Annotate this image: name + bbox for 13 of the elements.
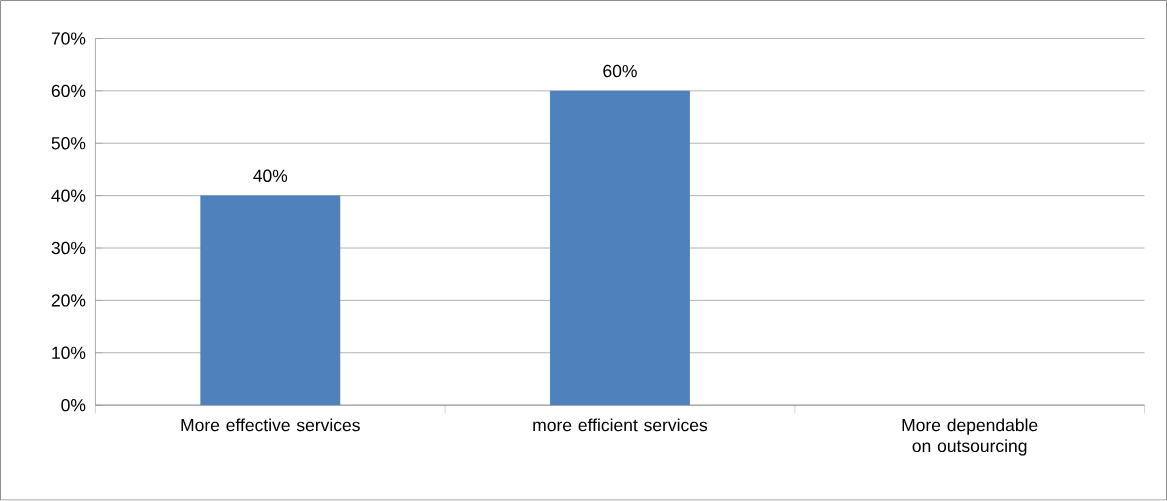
x-tick-label: More effective services xyxy=(181,418,360,432)
data-label: 60% xyxy=(603,65,637,78)
y-tick-label: 40% xyxy=(51,189,86,203)
data-label: 40% xyxy=(253,169,288,183)
x-tick-label: More dependable on outsourcing xyxy=(902,418,1038,456)
y-tick-label: 0% xyxy=(61,399,86,412)
y-tick-label: 20% xyxy=(51,294,86,307)
y-tick-label: 60% xyxy=(51,84,86,98)
y-tick-label: 10% xyxy=(52,346,86,360)
y-tick-label: 30% xyxy=(51,242,86,255)
x-tick-label: more efficient services xyxy=(533,418,708,432)
y-tick-label: 50% xyxy=(51,137,86,150)
y-tick-label: 70% xyxy=(51,32,86,45)
